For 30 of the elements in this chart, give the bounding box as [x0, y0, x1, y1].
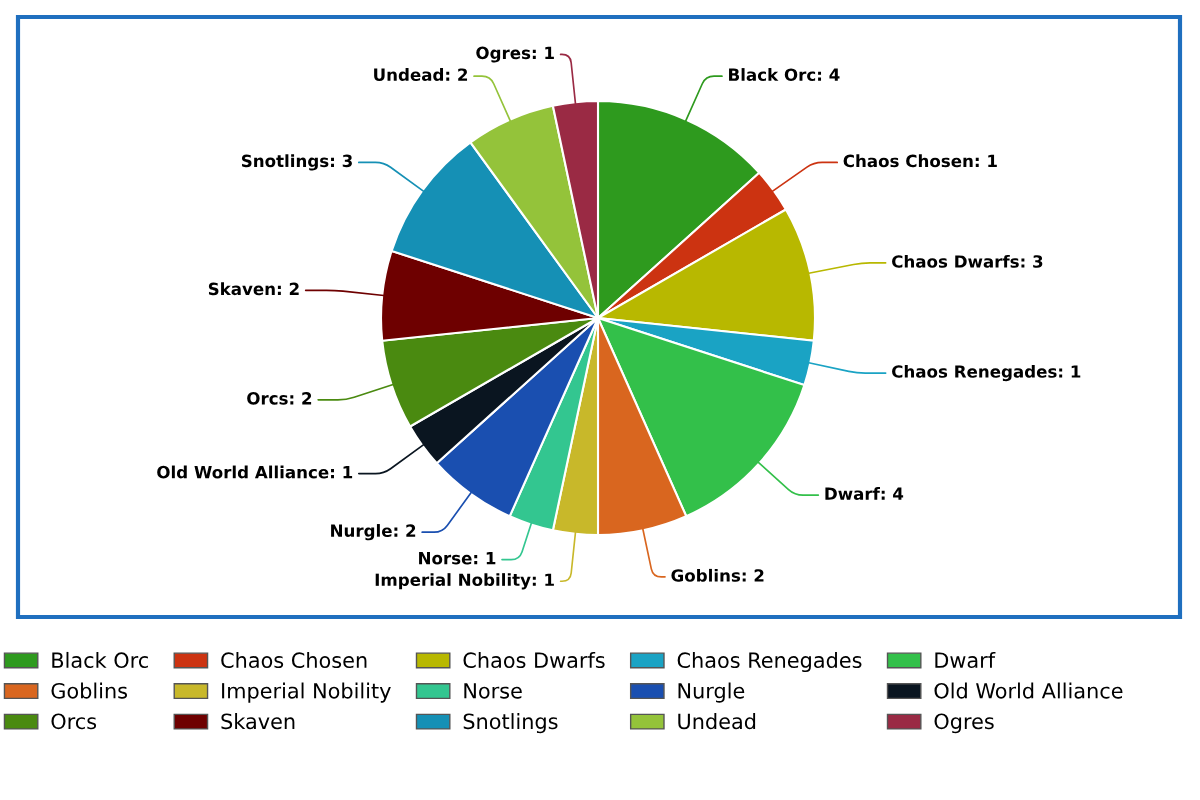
data-label: Imperial Nobility: 1 — [375, 573, 554, 590]
legend-label: Chaos Chosen — [221, 651, 367, 669]
legend-label: Undead — [678, 713, 756, 730]
data-label: Chaos Dwarfs: 3 — [892, 254, 1043, 268]
data-label: Snotlings: 3 — [241, 154, 352, 171]
data-label: Ogres: 1 — [476, 46, 554, 63]
data-label: Black Orc: 4 — [729, 68, 840, 81]
data-label: Orcs: 2 — [247, 392, 312, 405]
legend-label: Nurgle — [678, 682, 745, 703]
legend-label: Chaos Renegades — [677, 651, 862, 673]
data-label: Goblins: 2 — [671, 568, 764, 582]
data-label: Nurgle: 2 — [331, 524, 416, 541]
data-label: Undead: 2 — [374, 68, 468, 81]
legend-label: Skaven — [221, 713, 295, 730]
legend-label: Chaos Dwarfs — [463, 651, 605, 669]
data-label: Skaven: 2 — [208, 282, 299, 296]
data-label: Chaos Chosen: 1 — [843, 154, 997, 168]
legend-label: Dwarf — [935, 651, 996, 669]
legend-label: Goblins — [51, 682, 128, 699]
data-label: Dwarf: 4 — [825, 487, 904, 500]
legend-label: Black Orc — [52, 651, 148, 669]
data-label: Chaos Renegades: 1 — [892, 364, 1081, 382]
legend-label: Orcs — [51, 713, 97, 730]
legend-label: Norse — [464, 683, 522, 699]
legend-label: Ogres — [934, 713, 994, 734]
data-label: Norse: 1 — [419, 552, 496, 565]
legend-label: Old World Alliance — [934, 682, 1123, 699]
legend-label: Imperial Nobility — [222, 682, 391, 703]
legend-label: Snotlings — [463, 713, 558, 734]
data-label: Old World Alliance: 1 — [157, 465, 353, 479]
